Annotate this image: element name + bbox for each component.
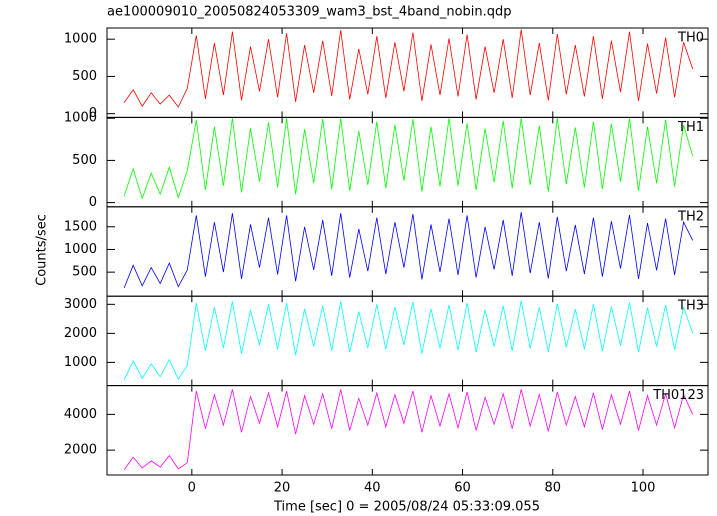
panel-label: TH0 <box>677 31 704 46</box>
x-axis-label: Time [sec] 0 = 2005/08/24 05:33:09.055 <box>273 500 540 515</box>
y-tick-label: 3000 <box>64 297 97 312</box>
y-tick-label: 1500 <box>64 219 97 234</box>
y-tick-label: 1000 <box>64 111 97 126</box>
y-tick-label: 0 <box>89 195 97 210</box>
y-tick-label: 1000 <box>64 242 97 257</box>
y-tick-label: 500 <box>72 265 97 280</box>
y-tick-label: 0 <box>89 106 97 121</box>
panel-label: TH1 <box>677 120 704 135</box>
light-curve <box>123 29 694 108</box>
light-curve <box>123 118 694 200</box>
y-tick-label: 500 <box>72 69 97 84</box>
panel-frame <box>106 295 709 387</box>
y-tick-label: 1000 <box>64 32 97 47</box>
y-tick-label: 4000 <box>64 407 97 422</box>
x-tick-label: 80 <box>545 481 562 496</box>
panel-frame <box>106 385 709 476</box>
panel-label: TH0123 <box>652 388 704 403</box>
panel-label: TH2 <box>677 209 704 224</box>
light-curve <box>123 212 694 289</box>
x-tick-label: 20 <box>274 481 291 496</box>
x-tick-label: 60 <box>454 481 471 496</box>
x-tick-label: 40 <box>364 481 381 496</box>
y-tick-label: 500 <box>72 153 97 168</box>
light-curve <box>123 300 694 381</box>
y-tick-label: 2000 <box>64 326 97 341</box>
panel-label: TH3 <box>677 299 704 314</box>
y-axis-label: Counts/sec <box>35 214 50 286</box>
y-tick-label: 2000 <box>64 443 97 458</box>
chart-title: ae100009010_20050824053309_wam3_bst_4ban… <box>107 5 512 20</box>
panel-frame <box>106 116 709 208</box>
light-curve <box>123 389 694 471</box>
y-tick-label: 1000 <box>64 355 97 370</box>
x-tick-label: 100 <box>631 481 656 496</box>
x-tick-label: 0 <box>188 481 196 496</box>
